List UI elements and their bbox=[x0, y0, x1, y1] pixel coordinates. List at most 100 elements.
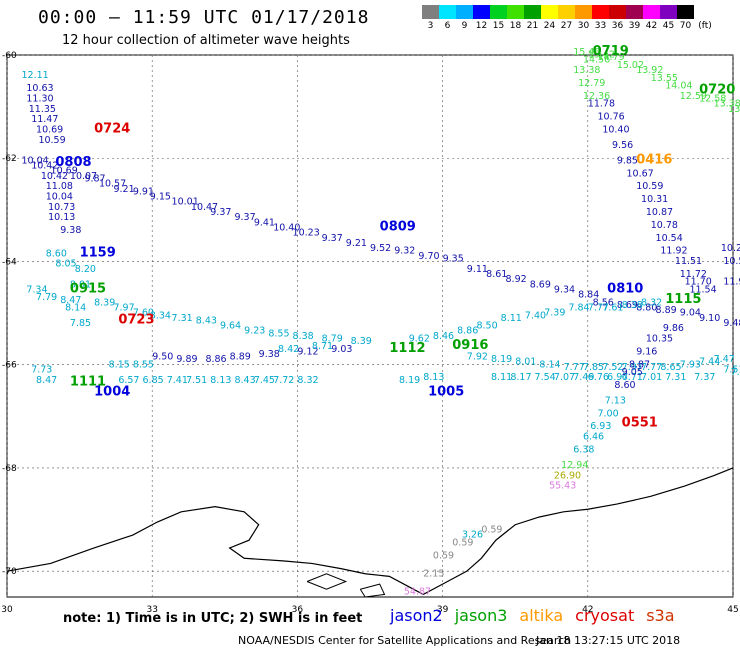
latitude-tick-label: -60 bbox=[2, 51, 17, 61]
wave-height-value: 8.55 bbox=[268, 328, 289, 339]
pass-time-label: 0915 bbox=[70, 281, 106, 296]
pass-time-label: 0810 bbox=[607, 281, 643, 296]
wave-height-value: 10.87 bbox=[646, 207, 673, 218]
wave-height-value: 0.59 bbox=[481, 524, 502, 535]
legend-entry: altika bbox=[519, 606, 564, 625]
wave-height-value: 8.11 bbox=[501, 313, 522, 324]
wave-height-value: 10.57 bbox=[99, 179, 126, 190]
wave-height-value: 9.35 bbox=[443, 253, 464, 264]
wave-height-value: 8.56 bbox=[593, 297, 614, 308]
wave-height-value: 9.04 bbox=[680, 308, 701, 319]
wave-height-value: 10.59 bbox=[38, 135, 65, 146]
wave-height-value: 7.31 bbox=[172, 313, 193, 324]
wave-height-value: 14.56 bbox=[583, 55, 610, 66]
wave-height-value: 6.85 bbox=[143, 375, 164, 386]
longitude-tick-label: 42 bbox=[582, 605, 593, 615]
wave-height-value: 9.37 bbox=[210, 207, 231, 218]
wave-height-value: 10.40 bbox=[273, 223, 300, 234]
wave-height-value: 11.54 bbox=[689, 284, 716, 295]
wave-height-value: 6.97 bbox=[607, 372, 628, 383]
legend-entry: cryosat bbox=[575, 606, 635, 625]
colorbar-tick-label: 24 bbox=[543, 21, 556, 31]
wave-height-value: 10.13 bbox=[48, 212, 75, 223]
wave-height-value: 9.10 bbox=[699, 313, 720, 324]
wave-height-value: 54.87 bbox=[404, 586, 431, 597]
wave-height-value: 7.13 bbox=[605, 395, 626, 406]
wave-height-value: 8.13 bbox=[210, 375, 231, 386]
wave-height-value: 0.59 bbox=[433, 550, 454, 561]
colorbar-swatch bbox=[575, 5, 592, 19]
latitude-tick-label: -70 bbox=[2, 567, 17, 577]
wave-height-value: 9.91 bbox=[133, 186, 154, 197]
latitude-tick-label: -66 bbox=[2, 361, 17, 371]
wave-height-value: 8.89 bbox=[230, 352, 251, 363]
wave-height-value: 7.92 bbox=[467, 352, 488, 363]
wave-height-value: 7.34 bbox=[26, 284, 47, 295]
wave-height-value: 8.86 bbox=[457, 326, 478, 337]
wave-height-value: 0.59 bbox=[452, 537, 473, 548]
wave-height-value: 6.57 bbox=[118, 375, 139, 386]
colorbar-tick-label: 45 bbox=[662, 21, 675, 31]
wave-height-value: 10.54 bbox=[656, 233, 683, 244]
wave-height-value: 10.01 bbox=[172, 197, 199, 208]
wave-height-value: 12.36 bbox=[583, 91, 610, 102]
wave-height-value: 8.32 bbox=[641, 297, 662, 308]
wave-height-value: 10.69 bbox=[36, 124, 63, 135]
wave-height-value: 7.61 bbox=[602, 303, 623, 314]
wave-height-value: 8.14 bbox=[65, 303, 86, 314]
colorbar-swatch bbox=[660, 5, 677, 19]
pass-time-label: 1111 bbox=[70, 374, 106, 389]
colorbar-swatch bbox=[592, 5, 609, 19]
wave-height-value: 10.20 bbox=[721, 243, 740, 254]
colorbar-swatch bbox=[490, 5, 507, 19]
longitude-tick-label: 30 bbox=[1, 605, 13, 615]
pass-time-label: 1004 bbox=[94, 385, 130, 400]
wave-height-value: 7.73 bbox=[31, 364, 52, 375]
wave-height-value: 8.89 bbox=[656, 305, 677, 316]
wave-height-value: 7.00 bbox=[597, 408, 618, 419]
wave-height-value: 2.15 bbox=[423, 568, 444, 579]
colorbar-tick-label: 30 bbox=[577, 21, 590, 31]
colorbar-swatch bbox=[643, 5, 660, 19]
colorbar-swatch bbox=[558, 5, 575, 19]
wave-height-value: 13.38 bbox=[573, 65, 600, 76]
wave-height-value: 10.73 bbox=[48, 202, 75, 213]
wave-height-value: 9.15 bbox=[150, 192, 171, 203]
colorbar-tick-label: 3 bbox=[427, 21, 434, 31]
wave-height-value: 10.04 bbox=[46, 192, 73, 203]
colorbar-swatch bbox=[524, 5, 541, 19]
wave-height-value: 13.92 bbox=[636, 65, 663, 76]
wave-height-value: 10.35 bbox=[646, 333, 673, 344]
wave-height-value: 10.07 bbox=[70, 171, 97, 182]
wave-height-value: 8.42 bbox=[278, 344, 299, 355]
wave-height-value: 7.85 bbox=[70, 318, 91, 329]
pass-time-label: 0724 bbox=[94, 121, 130, 136]
wave-height-value: 6.71 bbox=[622, 372, 643, 383]
wave-height-value: 7.85 bbox=[583, 362, 604, 373]
wave-height-value: 8.80 bbox=[636, 303, 657, 314]
wave-height-value: 9.34 bbox=[554, 284, 575, 295]
wave-height-value: 7.49 bbox=[573, 372, 594, 383]
wave-height-value: 10.78 bbox=[651, 220, 678, 231]
wave-height-value: 26.90 bbox=[554, 470, 581, 481]
wave-height-value: 9.41 bbox=[254, 217, 275, 228]
colorbar-swatch bbox=[422, 5, 439, 19]
wave-height-value: 7.97 bbox=[622, 362, 643, 373]
wave-height-value: 8.61 bbox=[486, 269, 507, 280]
colorbar-swatch bbox=[541, 5, 558, 19]
wave-height-value: 11.47 bbox=[31, 114, 58, 125]
wave-height-value: 8.60 bbox=[46, 248, 67, 259]
wave-height-value: 9.62 bbox=[409, 333, 430, 344]
wave-height-value: 12.79 bbox=[578, 78, 605, 89]
wave-height-value: 7.07 bbox=[554, 372, 575, 383]
pass-time-label: 0808 bbox=[55, 155, 91, 170]
wave-height-value: 8.87 bbox=[629, 359, 650, 370]
wave-height-value: 55.43 bbox=[549, 481, 576, 492]
wave-height-value: 9.38 bbox=[60, 225, 81, 236]
wave-height-value: 8.32 bbox=[297, 375, 318, 386]
wave-height-value: 8.69 bbox=[530, 279, 551, 290]
wave-height-value: 7.84 bbox=[568, 303, 589, 314]
wave-height-value: 7.41 bbox=[167, 375, 188, 386]
wave-height-value: 9.86 bbox=[663, 323, 684, 334]
colorbar bbox=[422, 5, 694, 19]
